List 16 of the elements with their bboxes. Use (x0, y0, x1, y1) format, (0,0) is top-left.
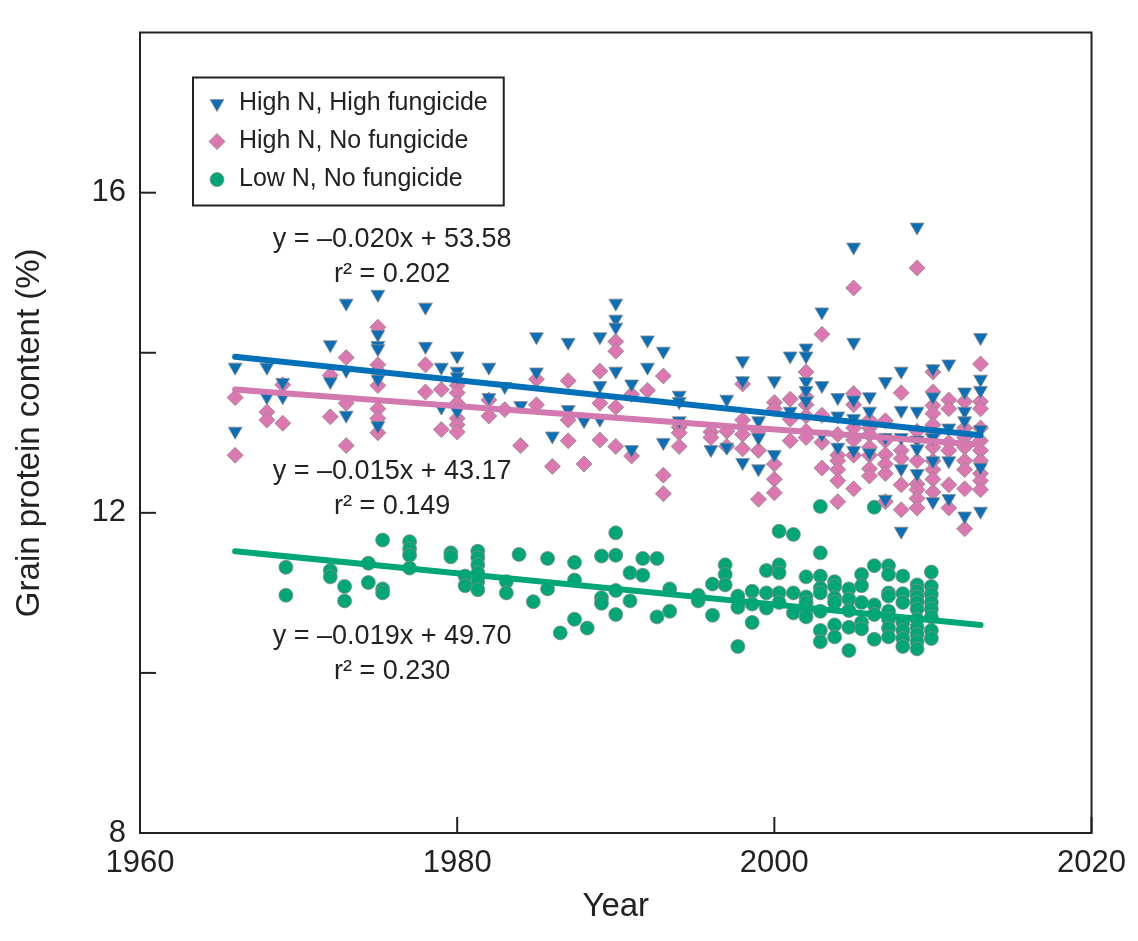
x-tick-label: 1980 (422, 844, 492, 880)
y-tick-label: 16 (91, 173, 126, 209)
legend-label: Low N, No fungicide (239, 163, 463, 192)
x-axis-title: Year (582, 886, 650, 924)
annotation: r² = 0.230 (333, 654, 451, 685)
x-tick-label: 2020 (1057, 844, 1126, 880)
annotation: y = –0.015x + 43.17 (272, 454, 512, 485)
annotation: r² = 0.149 (333, 489, 451, 520)
y-tick-label: 12 (91, 493, 126, 529)
annotation: r² = 0.202 (333, 257, 451, 288)
legend-label: High N, High fungicide (239, 87, 488, 116)
x-tick-label: 2000 (739, 844, 809, 880)
y-axis-title: Grain protein content (%) (8, 248, 46, 618)
annotation: y = –0.019x + 49.70 (272, 619, 512, 650)
annotation: y = –0.020x + 53.58 (272, 222, 512, 253)
legend-label: High N, No fungicide (239, 125, 469, 154)
